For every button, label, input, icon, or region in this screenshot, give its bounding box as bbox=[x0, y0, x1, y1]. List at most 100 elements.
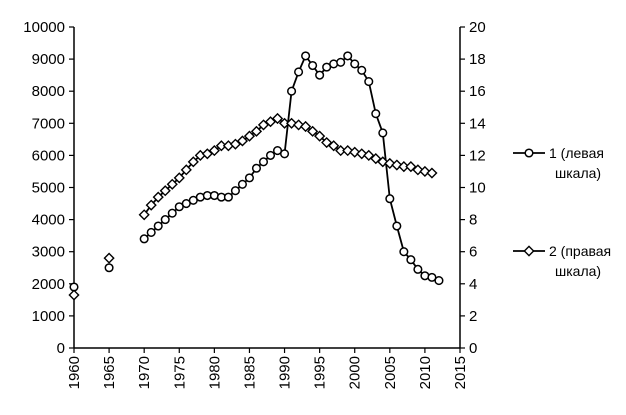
x-tick-label: 2005 bbox=[382, 356, 399, 389]
series-1-point bbox=[371, 109, 381, 119]
y-left-tick-label: 4000 bbox=[32, 212, 65, 229]
series-2-point bbox=[173, 172, 185, 184]
series-1-point bbox=[357, 65, 367, 75]
series-2-point bbox=[356, 148, 368, 160]
series-1-point bbox=[230, 186, 240, 196]
legend-circle-marker bbox=[524, 148, 534, 158]
y-left-tick-label: 1000 bbox=[32, 308, 65, 325]
y-right-tick-label: 4 bbox=[469, 276, 477, 293]
series-2-point bbox=[187, 156, 199, 168]
series-2-point bbox=[321, 136, 333, 149]
series-2-point bbox=[349, 146, 361, 158]
series-1-point bbox=[315, 70, 325, 80]
series-1-point bbox=[406, 255, 416, 265]
series-1-point bbox=[385, 194, 395, 204]
series-1-point bbox=[343, 51, 353, 61]
y-left-tick-label: 2000 bbox=[32, 276, 65, 293]
legend-item-1: 1 (левая шкала) bbox=[513, 145, 604, 181]
series-2-point bbox=[243, 130, 256, 142]
series-1-point bbox=[104, 263, 114, 273]
legend-label-line2: шкала) bbox=[555, 263, 601, 279]
series-2-point bbox=[412, 164, 424, 176]
y-right-tick-label: 10 bbox=[469, 180, 486, 197]
axes: 0 1000 2000 3000 4000 5000 6000 7000 8000 9000 10 0… bbox=[23, 19, 485, 389]
series-2-point bbox=[264, 116, 277, 128]
y-right-tick-label: 20 bbox=[469, 19, 486, 36]
series-2-point bbox=[201, 148, 213, 160]
series-1-point bbox=[251, 163, 262, 173]
series-2-point bbox=[103, 252, 115, 264]
series-1 bbox=[69, 51, 444, 292]
series-1-point bbox=[265, 150, 276, 160]
series-2-point bbox=[405, 161, 417, 173]
series-2-point bbox=[138, 209, 150, 221]
y-right-tick-label: 6 bbox=[469, 244, 477, 261]
series-2-point bbox=[229, 138, 242, 150]
series-2-point bbox=[426, 167, 438, 179]
series-2-point bbox=[285, 117, 298, 129]
y-right-tick-label: 0 bbox=[469, 340, 477, 357]
series-1-point bbox=[153, 221, 163, 231]
x-tick-label: 1960 bbox=[66, 356, 83, 389]
y-right-tick-label: 18 bbox=[469, 51, 486, 68]
series-2-point bbox=[328, 140, 340, 152]
y-right-tick-label: 2 bbox=[469, 308, 477, 325]
series-2-point bbox=[271, 112, 284, 125]
series-2-point bbox=[145, 199, 157, 211]
legend-item-2: 2 (правая шкала) bbox=[513, 243, 611, 279]
x-tick-label: 2015 bbox=[452, 356, 469, 389]
series-2-point bbox=[419, 165, 431, 178]
x-tick-label: 1970 bbox=[136, 356, 153, 389]
series-1-point bbox=[392, 221, 402, 231]
series-1-point bbox=[139, 234, 149, 244]
series-2-point bbox=[152, 191, 164, 203]
x-tick-label: 1975 bbox=[171, 356, 188, 389]
y-left-tick-label: 3000 bbox=[32, 244, 65, 261]
series-2-point bbox=[180, 164, 192, 176]
legend-label-line1: 1 (левая bbox=[549, 145, 604, 161]
y-right-tick-label: 8 bbox=[469, 212, 477, 229]
x-tick-label: 1980 bbox=[206, 356, 223, 389]
legend-label-line2: шкала) bbox=[555, 165, 601, 181]
series-1-point bbox=[364, 77, 374, 87]
series-1-point bbox=[399, 247, 409, 257]
x-tick-label: 1965 bbox=[101, 356, 118, 389]
series-1-point bbox=[294, 67, 304, 77]
series-2-point bbox=[292, 119, 305, 131]
y-right-tick-label: 12 bbox=[469, 147, 486, 164]
series-1-point bbox=[336, 57, 346, 67]
series-2-point bbox=[300, 120, 312, 133]
x-tick-label: 1985 bbox=[241, 356, 258, 389]
series bbox=[68, 51, 444, 301]
series-1-point bbox=[287, 86, 297, 96]
series-2-point bbox=[250, 125, 263, 137]
y-left-tick-label: 0 bbox=[57, 340, 65, 357]
series-1-point bbox=[413, 264, 423, 274]
y-left-tick-label: 8000 bbox=[32, 83, 65, 100]
series-1-point bbox=[237, 179, 247, 189]
series-2-point bbox=[166, 178, 178, 190]
x-tick-label: 2010 bbox=[417, 356, 434, 389]
legend: 1 (левая шкала) 2 (правая шкала) bbox=[513, 145, 611, 279]
series-2-point bbox=[370, 153, 382, 165]
series-1-point bbox=[146, 227, 156, 237]
series-1-point bbox=[258, 157, 269, 167]
series-1-point bbox=[308, 60, 318, 71]
y-left-tick-label: 5000 bbox=[32, 180, 65, 197]
series-2-point bbox=[307, 125, 319, 137]
y-right-tick-label: 14 bbox=[469, 115, 486, 132]
series-2-point bbox=[342, 144, 354, 157]
series-1-point bbox=[301, 51, 311, 61]
y-left-tick-label: 9000 bbox=[32, 51, 65, 68]
y-right-tick-label: 16 bbox=[469, 83, 486, 100]
y-left-tick-label: 7000 bbox=[32, 115, 65, 132]
series-1-point bbox=[244, 173, 255, 183]
series-1-point bbox=[434, 276, 444, 286]
series-2-point bbox=[208, 144, 220, 157]
series-2-point bbox=[314, 130, 326, 142]
legend-label-line1: 2 (правая bbox=[549, 243, 611, 259]
y-left-tick-label: 6000 bbox=[32, 147, 65, 164]
series-2-point bbox=[377, 156, 389, 168]
series-2 bbox=[68, 112, 438, 301]
